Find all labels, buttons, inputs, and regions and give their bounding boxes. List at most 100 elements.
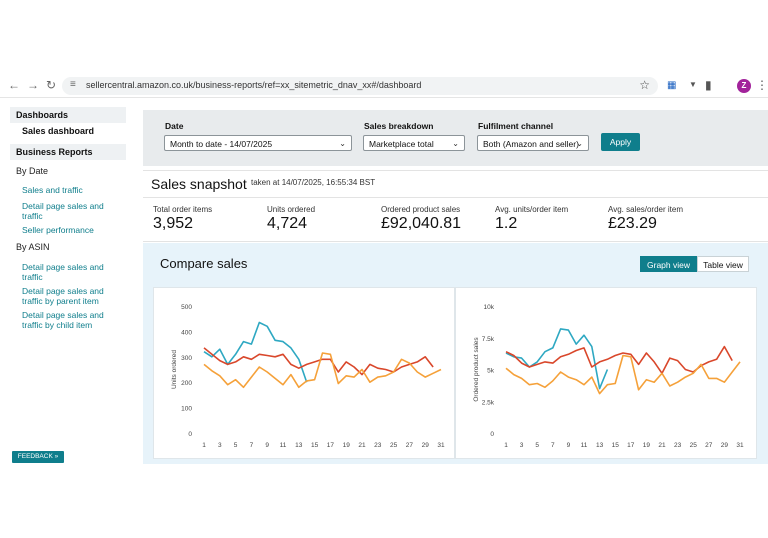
sales-snapshot-panel (143, 170, 768, 242)
x-tick-label: 9 (265, 442, 269, 449)
x-tick-label: 17 (327, 442, 335, 449)
browser-menu-icon[interactable]: ⋮ (756, 78, 768, 92)
sales-breakdown-value: Marketplace total (369, 139, 434, 149)
x-tick-label: 15 (311, 442, 319, 449)
sidebar-item-asin-detail-page[interactable]: Detail page sales and traffic (22, 262, 104, 282)
x-tick-label: 27 (406, 442, 414, 449)
x-tick-label: 25 (690, 442, 698, 449)
feedback-label: FEEDBACK (17, 453, 53, 460)
x-tick-label: 1 (504, 442, 508, 449)
sales-breakdown-select[interactable]: Marketplace total ⌄ (363, 135, 465, 151)
series-line-orange (203, 352, 442, 389)
y-tick-label: 500 (181, 304, 192, 311)
sales-breakdown-label: Sales breakdown (364, 121, 434, 131)
fulfilment-channel-label: Fulfilment channel (478, 121, 554, 131)
metric-label-avg-sales: Avg. sales/order item (608, 205, 683, 214)
x-tick-label: 23 (674, 442, 682, 449)
y-tick-label: 100 (181, 406, 192, 413)
y-tick-label: 0 (490, 431, 494, 438)
x-tick-label: 7 (250, 442, 254, 449)
x-tick-label: 19 (643, 442, 651, 449)
chevron-down-icon: ⌄ (576, 139, 583, 148)
y-axis-label: Units ordered (171, 350, 178, 389)
date-select[interactable]: Month to date - 14/07/2025 ⌄ (164, 135, 352, 151)
sidebar-by-date-label: By Date (16, 166, 49, 176)
x-tick-label: 31 (437, 442, 445, 449)
url-text: sellercentral.amazon.co.uk/business-repo… (86, 80, 422, 90)
address-bar[interactable]: ≡ sellercentral.amazon.co.uk/business-re… (62, 77, 658, 95)
metric-label-total-order-items: Total order items (153, 205, 213, 214)
date-select-value: Month to date - 14/07/2025 (170, 139, 273, 149)
fulfilment-channel-select[interactable]: Both (Amazon and seller) ⌄ (477, 135, 589, 151)
extension-grid-icon[interactable]: ▦ (667, 80, 677, 91)
table-view-button[interactable]: Table view (697, 256, 749, 272)
sidebar-business-reports-header: Business Reports (10, 144, 126, 160)
x-tick-label: 27 (705, 442, 713, 449)
x-tick-label: 19 (343, 442, 351, 449)
x-tick-label: 13 (295, 442, 303, 449)
y-tick-label: 5k (487, 368, 495, 375)
metric-value-units-ordered: 4,724 (267, 215, 308, 232)
site-info-icon[interactable]: ≡ (70, 79, 76, 90)
chevron-down-icon: ⌄ (339, 139, 346, 148)
extension-menu-caret-icon[interactable]: ▼ (689, 80, 697, 89)
fulfilment-channel-value: Both (Amazon and seller) (483, 139, 579, 149)
x-tick-label: 11 (280, 442, 287, 449)
x-tick-label: 9 (567, 442, 571, 449)
y-tick-label: 7.5k (482, 336, 495, 343)
y-axis-label: Ordered product sales (473, 337, 480, 402)
series-line-teal (203, 321, 308, 383)
compare-sales-title: Compare sales (160, 256, 248, 271)
sidebar-by-asin-label: By ASIN (16, 242, 50, 252)
reload-icon[interactable]: ↻ (46, 78, 57, 92)
y-tick-label: 2.5k (482, 399, 495, 406)
x-tick-label: 17 (627, 442, 635, 449)
snapshot-divider (143, 197, 768, 198)
sidebar-item-sales-dashboard[interactable]: Sales dashboard (22, 126, 95, 136)
sidebar-item-sales-and-traffic[interactable]: Sales and traffic (22, 185, 83, 195)
date-filter-label: Date (165, 121, 184, 131)
x-tick-label: 13 (596, 442, 604, 449)
metric-label-ordered-product-sales: Ordered product sales (381, 205, 461, 214)
x-tick-label: 11 (581, 442, 588, 449)
units-chart-panel: 0 100 200 300 400 500 1 3 5 7 9 11 13 15 17 19 21 23 25 27 2… (153, 287, 455, 459)
extensions-puzzle-icon[interactable]: ▮ (705, 78, 712, 92)
graph-view-button[interactable]: Graph view (640, 256, 697, 272)
y-tick-label: 10k (484, 304, 495, 311)
browser-toolbar: ← → ↻ ≡ sellercentral.amazon.co.uk/busin… (0, 75, 768, 98)
x-tick-label: 25 (390, 442, 398, 449)
x-tick-label: 5 (234, 442, 238, 449)
sidebar-item-asin-by-parent[interactable]: Detail page sales and traffic by parent … (22, 286, 104, 306)
bookmark-star-icon[interactable]: ☆ (639, 78, 650, 92)
sales-snapshot-title: Sales snapshot (151, 176, 247, 192)
feedback-button[interactable]: FEEDBACK » (12, 451, 64, 463)
snapshot-timestamp: taken at 14/07/2025, 16:55:34 BST (251, 178, 376, 187)
back-icon[interactable]: ← (8, 78, 20, 92)
sidebar-item-asin-by-child[interactable]: Detail page sales and traffic by child i… (22, 310, 104, 330)
metric-label-avg-units: Avg. units/order item (495, 205, 569, 214)
sales-chart-panel: 0 2.5k 5k 7.5k 10k 1 3 5 7 9 11 13 15 17 19 21 23 25 27 29 3… (455, 287, 757, 459)
apply-button[interactable]: Apply (601, 133, 640, 151)
sidebar-item-seller-performance[interactable]: Seller performance (22, 225, 94, 235)
x-tick-label: 7 (551, 442, 555, 449)
x-tick-label: 21 (658, 442, 666, 449)
metric-value-avg-units: 1.2 (495, 215, 518, 232)
metric-value-avg-sales: £23.29 (608, 215, 657, 232)
y-tick-label: 400 (181, 329, 192, 336)
series-line-orange (505, 354, 741, 395)
y-tick-label: 300 (181, 355, 192, 362)
sidebar-item-detail-page-sales[interactable]: Detail page sales and traffic (22, 201, 104, 221)
x-tick-label: 3 (520, 442, 524, 449)
y-tick-label: 200 (181, 380, 192, 387)
chevron-down-icon: ⌄ (452, 139, 459, 148)
forward-icon[interactable]: → (27, 78, 39, 92)
x-tick-label: 23 (374, 442, 382, 449)
x-tick-label: 21 (358, 442, 366, 449)
x-tick-label: 5 (535, 442, 539, 449)
series-line-red (203, 347, 434, 376)
x-tick-label: 1 (202, 442, 206, 449)
profile-avatar[interactable]: Z (737, 79, 751, 93)
sidebar-dashboards-header: Dashboards (10, 107, 126, 123)
